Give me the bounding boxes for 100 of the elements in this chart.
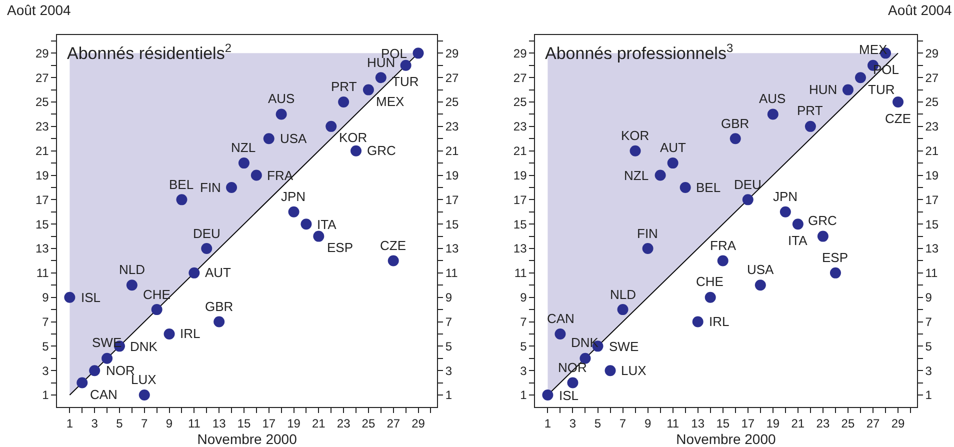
y2-tick-label: 25 — [925, 95, 939, 110]
y-tick-label: 1 — [42, 388, 50, 402]
y-tick-label: 19 — [35, 168, 50, 182]
x-tick-label: 11 — [188, 416, 201, 431]
annotation: AUT — [205, 265, 232, 280]
x-tick-label: 25 — [841, 416, 855, 431]
x-tick-label: 3 — [91, 416, 98, 431]
y2-tick-label: 19 — [925, 168, 939, 182]
y2-tick-label: 21 — [445, 144, 460, 158]
x-tick-label: 5 — [594, 416, 602, 431]
x-tick-label: 11 — [666, 416, 680, 431]
y-tick-label: 21 — [513, 144, 528, 158]
annotation: HUN — [809, 82, 838, 97]
point — [654, 170, 666, 181]
x-tick-label: 13 — [212, 416, 226, 431]
x-tick-label: 23 — [336, 416, 351, 431]
annotation: GBR — [721, 116, 750, 131]
y2-tick-label: 1 — [925, 388, 932, 402]
x-axis-title: Novembre 2000 — [676, 430, 776, 447]
x-tick-label: 9 — [644, 416, 652, 431]
annotation: NZL — [624, 168, 649, 183]
annotation: MEX — [376, 94, 404, 109]
y2-tick-label: 9 — [445, 290, 452, 305]
y-tick-label: 5 — [42, 339, 50, 354]
annotation: USA — [280, 131, 308, 146]
annotation: TUR — [392, 74, 419, 89]
y2-tick-label: 7 — [445, 314, 452, 329]
point — [89, 365, 100, 376]
annotation: JPN — [773, 189, 798, 204]
y2-tick-label: 11 — [445, 266, 458, 280]
point — [567, 377, 578, 388]
y2-tick-label: 3 — [925, 364, 932, 378]
x-tick-label: 29 — [412, 416, 426, 431]
x-tick-label: 19 — [287, 416, 301, 431]
annotation: PRT — [331, 79, 357, 94]
annotation: ISL — [81, 290, 101, 305]
y-tick-label: 7 — [42, 314, 50, 329]
point — [792, 218, 804, 230]
annotation: DNK — [571, 335, 599, 350]
point — [300, 218, 312, 230]
point — [350, 145, 362, 156]
y2-tick-label: 29 — [445, 46, 460, 60]
point — [64, 292, 76, 303]
point — [804, 120, 816, 132]
y2-tick-label: 7 — [925, 314, 932, 329]
annotation: IRL — [180, 326, 200, 341]
y2-tick-label: 5 — [925, 339, 932, 354]
y-tick-label: 11 — [36, 266, 50, 280]
annotation: CAN — [90, 387, 118, 402]
y2-tick-label: 1 — [445, 388, 452, 402]
y2-tick-label: 23 — [925, 120, 939, 134]
x-tick-label: 3 — [569, 416, 576, 431]
y2-tick-label: 9 — [925, 290, 932, 305]
y-tick-label: 5 — [520, 339, 528, 354]
point — [412, 48, 424, 59]
annotation: GRC — [367, 143, 396, 158]
y-tick-label: 23 — [35, 120, 50, 134]
point — [188, 267, 200, 278]
point — [375, 72, 386, 84]
point — [680, 182, 691, 193]
x-tick-label: 17 — [741, 416, 755, 431]
x-tick-label: 9 — [166, 416, 173, 431]
annotation: GRC — [808, 213, 837, 228]
point — [138, 390, 150, 400]
x-tick-label: 23 — [816, 416, 830, 431]
point — [580, 352, 591, 364]
y2-tick-label: 19 — [445, 168, 460, 182]
y-tick-label: 3 — [520, 364, 528, 378]
y2-tick-label: 23 — [445, 120, 460, 134]
point — [542, 390, 554, 400]
annotation: DEU — [193, 226, 220, 241]
y-tick-label: 17 — [35, 192, 50, 207]
annotation: CAN — [547, 311, 574, 326]
annotation: NZL — [231, 140, 256, 155]
annotation: ITA — [788, 233, 808, 248]
point — [730, 133, 741, 144]
y2-tick-label: 17 — [445, 192, 460, 207]
annotation: LUX — [621, 363, 647, 378]
y2-tick-label: 11 — [925, 266, 938, 280]
point — [667, 158, 678, 169]
x-tick-label: 1 — [66, 416, 74, 431]
point — [102, 352, 113, 364]
x-tick-label: 13 — [691, 416, 705, 431]
x-tick-label: 1 — [544, 416, 552, 431]
y2-tick-label: 17 — [925, 192, 939, 207]
point — [892, 96, 904, 108]
text: Abonnés résidentiels$^{2}$ — [67, 41, 232, 64]
x-tick-label: 5 — [116, 416, 124, 431]
point — [717, 255, 728, 266]
point — [151, 304, 162, 316]
y-tick-label: 1 — [520, 388, 528, 402]
annotation: KOR — [621, 128, 650, 143]
annotation: ESP — [327, 240, 354, 255]
point — [617, 304, 628, 316]
y-tick-label: 13 — [35, 242, 50, 256]
y-tick-label: 15 — [513, 217, 528, 232]
y-tick-label: 7 — [520, 314, 528, 329]
annotation: KOR — [339, 130, 368, 145]
y-tick-label: 25 — [35, 95, 50, 110]
x-axis-title: Novembre 2000 — [197, 430, 298, 447]
